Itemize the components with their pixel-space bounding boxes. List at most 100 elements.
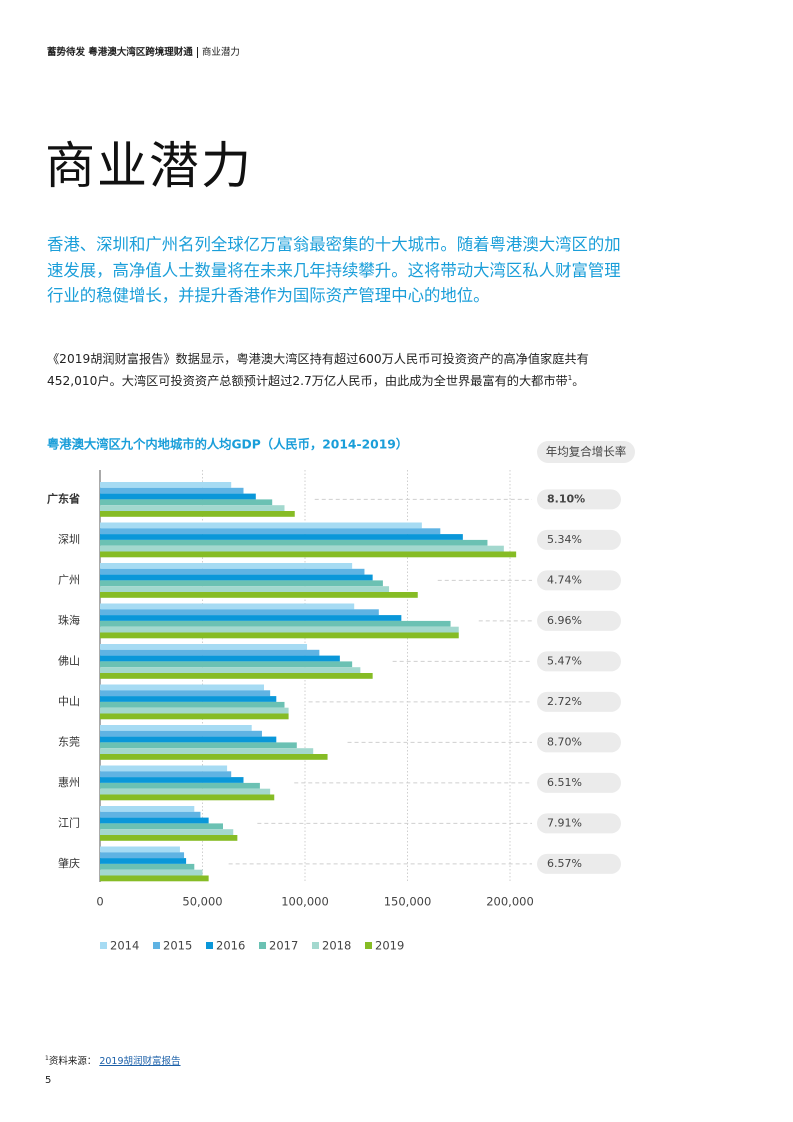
x-tick-label: 50,000	[182, 895, 222, 909]
legend-swatch	[153, 942, 160, 949]
bar	[100, 603, 355, 610]
chart: 粤港澳大湾区九个内地城市的人均GDP（人民币，2014-2019） 0 50,00…	[47, 437, 635, 953]
chart-title: 粤港澳大湾区九个内地城市的人均GDP（人民币，2014-2019）	[47, 437, 408, 452]
footnote: 1资料来源： 2019胡润财富报告	[45, 1053, 181, 1067]
cagr-label: 4.74%	[547, 573, 582, 586]
bar	[100, 661, 353, 668]
cagr-pill	[537, 489, 621, 510]
report-name: 蓄势待发 粤港澳大湾区跨境理财通	[47, 47, 193, 58]
x-tick-label: 150,000	[384, 895, 432, 909]
legend-label: 2017	[269, 939, 298, 953]
legend-label: 2014	[110, 939, 139, 953]
y-tick-label: 佛山	[58, 654, 80, 667]
bar	[100, 835, 238, 841]
bar	[100, 852, 185, 859]
cagr-pill	[537, 610, 621, 631]
y-tick-label: 珠海	[58, 613, 80, 627]
bar	[100, 644, 308, 650]
bar	[100, 528, 441, 535]
bar	[100, 609, 379, 616]
footnote-ref: 1	[567, 374, 573, 382]
bar	[100, 505, 285, 511]
intro-paragraph: 香港、深圳和广州名列全球亿万富翁最密集的十大城市。随着粤港澳大湾区的加速发展，高…	[47, 235, 621, 306]
legend-label: 2015	[163, 939, 192, 953]
cagr-pill	[537, 732, 621, 753]
bar	[100, 493, 256, 500]
y-tick-label: 肇庆	[58, 856, 80, 870]
bar	[100, 522, 422, 529]
bar	[100, 655, 340, 662]
bar	[100, 707, 289, 714]
cagr-pill	[537, 651, 621, 672]
bar	[100, 748, 314, 754]
bar	[100, 487, 244, 494]
bar	[100, 696, 277, 702]
bar	[100, 574, 373, 581]
bar	[100, 794, 275, 801]
bar	[100, 736, 277, 743]
cagr-header: 年均复合增长率	[546, 445, 627, 459]
bar	[100, 592, 418, 598]
cagr-pill	[537, 813, 621, 834]
bar	[100, 811, 201, 818]
bar	[100, 701, 285, 708]
bar	[100, 684, 264, 691]
page-number: 5	[45, 1075, 52, 1086]
cagr-label: 6.57%	[547, 857, 582, 870]
bar	[100, 765, 228, 772]
bar	[100, 713, 289, 720]
bar	[100, 782, 260, 789]
bar	[100, 626, 459, 633]
bar	[100, 777, 244, 783]
bar	[100, 817, 209, 824]
bar	[100, 632, 459, 639]
bar	[100, 568, 365, 575]
bar	[100, 534, 463, 540]
cagr-pill	[537, 853, 621, 874]
legend-swatch	[259, 942, 266, 949]
bar	[100, 539, 488, 546]
bar	[100, 846, 180, 853]
y-tick-label: 江门	[58, 815, 80, 829]
section-name: 商业潜力	[196, 47, 240, 58]
cagr-label: 8.70%	[547, 735, 582, 748]
cagr-label: 7.91%	[547, 816, 582, 829]
bar	[100, 667, 361, 673]
legend-swatch	[312, 942, 319, 949]
legend-swatch	[206, 942, 213, 949]
y-tick-label: 中山	[58, 695, 80, 708]
y-tick-label: 惠州	[58, 775, 80, 789]
body-text: 。	[572, 374, 585, 389]
footnote-label: 资料来源：	[48, 1056, 97, 1067]
legend-swatch	[365, 942, 372, 949]
bar	[100, 586, 390, 592]
bar	[100, 499, 273, 506]
bar	[100, 580, 383, 587]
footnote-marker: 1	[45, 1054, 49, 1062]
bar	[100, 863, 195, 870]
bar	[100, 858, 187, 864]
running-header: 蓄势待发 粤港澳大湾区跨境理财通 商业潜力	[47, 44, 240, 58]
bar	[100, 771, 232, 778]
legend-label: 2019	[375, 939, 404, 953]
source-link[interactable]: 2019胡润财富报告	[99, 1056, 181, 1067]
bar	[100, 788, 271, 795]
bar	[100, 725, 252, 731]
bar	[100, 511, 295, 517]
page-title: 商业潜力	[45, 137, 253, 195]
cagr-pill	[537, 570, 621, 591]
bar	[100, 754, 328, 760]
y-tick-label: 东莞	[58, 735, 80, 748]
bar	[100, 620, 451, 627]
x-tick-label: 0	[96, 895, 103, 909]
cagr-label: 6.96%	[547, 614, 582, 627]
bar	[100, 730, 262, 737]
bar	[100, 690, 271, 697]
legend-label: 2016	[216, 939, 245, 953]
x-tick-label: 200,000	[486, 895, 534, 909]
bar	[100, 482, 232, 488]
cagr-header-bg	[537, 441, 635, 463]
y-tick-label: 深圳	[58, 533, 80, 546]
body-text: 《2019胡润财富报告》数据显示，粤港澳大湾区持有超过600万人民币可投资资产的…	[47, 352, 589, 389]
